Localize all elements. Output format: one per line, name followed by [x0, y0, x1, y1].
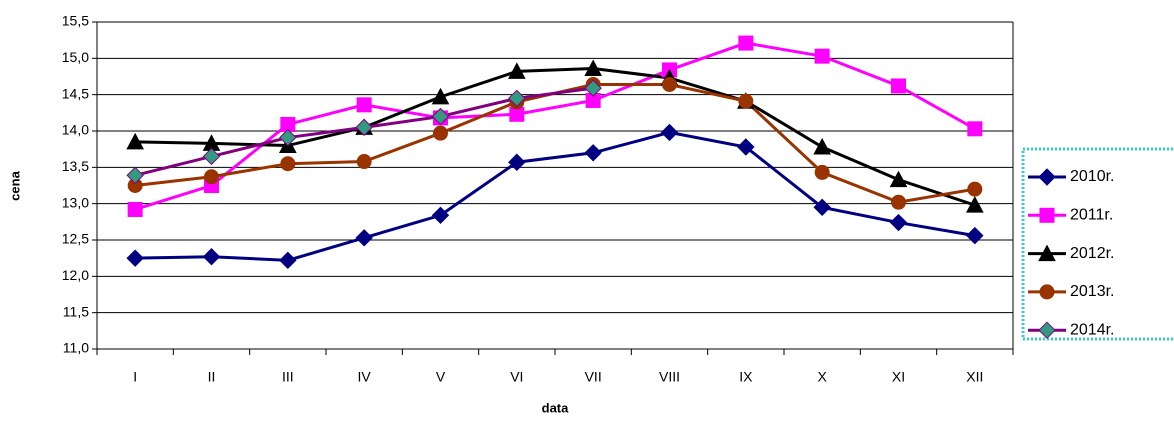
- legend-marker: [1038, 244, 1056, 262]
- point-marker: [508, 62, 526, 79]
- point-marker: [431, 87, 450, 105]
- legend-label: 2011r.: [1070, 207, 1113, 224]
- y-tick-label: 14,5: [62, 85, 89, 101]
- point-marker: [889, 213, 908, 232]
- legend-marker: [1038, 321, 1056, 339]
- x-tick-label: VII: [585, 369, 602, 385]
- series-line: [135, 130, 976, 262]
- point-marker: [126, 166, 144, 185]
- y-tick-label: 15,5: [62, 13, 89, 29]
- point-marker: [279, 251, 297, 270]
- point-marker: [660, 123, 679, 142]
- legend-label: 2012r.: [1070, 245, 1114, 262]
- point-marker: [967, 181, 983, 197]
- point-marker: [508, 153, 526, 171]
- x-tick-label: IX: [739, 369, 753, 385]
- point-marker: [204, 169, 219, 185]
- point-marker: [433, 125, 448, 141]
- legend-marker: [1039, 207, 1055, 223]
- point-marker: [355, 229, 373, 247]
- y-tick-label: 15,0: [62, 49, 89, 65]
- point-marker: [738, 35, 754, 51]
- legend-label: 2014r.: [1070, 321, 1114, 338]
- point-marker: [814, 164, 830, 180]
- point-marker: [584, 144, 602, 162]
- legend-label: 2013r.: [1070, 283, 1114, 300]
- x-tick-label: VI: [510, 369, 523, 385]
- y-tick-label: 12,0: [62, 267, 89, 283]
- legend-marker: [1039, 284, 1055, 300]
- point-marker: [280, 156, 296, 172]
- point-marker: [431, 107, 450, 126]
- y-tick-label: 11,5: [63, 303, 89, 319]
- x-tick-label: IV: [358, 369, 372, 385]
- x-tick-label: XI: [892, 369, 905, 385]
- point-marker: [356, 154, 372, 170]
- series-line: [134, 41, 976, 211]
- point-marker: [584, 59, 603, 77]
- point-marker: [126, 132, 145, 150]
- point-marker: [813, 198, 831, 217]
- y-tick-label: 13,0: [62, 194, 89, 210]
- x-tick-label: VIII: [659, 369, 680, 385]
- x-tick-label: I: [133, 369, 137, 385]
- point-marker: [967, 121, 983, 137]
- point-marker: [891, 78, 906, 94]
- legend-label: 2010r.: [1070, 168, 1114, 185]
- point-marker: [965, 196, 984, 213]
- y-tick-label: 13,5: [62, 158, 89, 174]
- point-marker: [279, 128, 297, 147]
- y-tick-label: 11,0: [63, 340, 89, 356]
- point-marker: [431, 206, 450, 225]
- point-marker: [889, 170, 908, 188]
- x-tick-label: V: [436, 369, 446, 385]
- x-tick-label: X: [817, 369, 827, 385]
- y-axis-title: cena: [7, 170, 22, 200]
- point-marker: [126, 249, 144, 267]
- point-marker: [356, 97, 372, 113]
- point-marker: [584, 79, 602, 97]
- point-marker: [814, 48, 830, 64]
- point-marker: [891, 194, 906, 210]
- point-marker: [662, 76, 677, 92]
- series-line: [135, 67, 976, 207]
- point-marker: [355, 118, 373, 137]
- point-marker: [966, 226, 984, 245]
- point-marker: [813, 137, 832, 155]
- point-marker: [202, 248, 221, 266]
- point-marker: [737, 138, 755, 156]
- x-tick-label: III: [282, 369, 294, 385]
- legend-marker: [1038, 168, 1056, 186]
- point-marker: [127, 201, 143, 217]
- x-axis-title: data: [542, 400, 570, 415]
- point-marker: [202, 147, 221, 166]
- point-marker: [508, 89, 526, 108]
- y-tick-label: 12,5: [62, 231, 89, 247]
- point-marker: [738, 93, 754, 109]
- x-tick-label: II: [208, 369, 216, 385]
- x-tick-label: XII: [966, 369, 983, 385]
- y-tick-label: 14,0: [62, 122, 89, 138]
